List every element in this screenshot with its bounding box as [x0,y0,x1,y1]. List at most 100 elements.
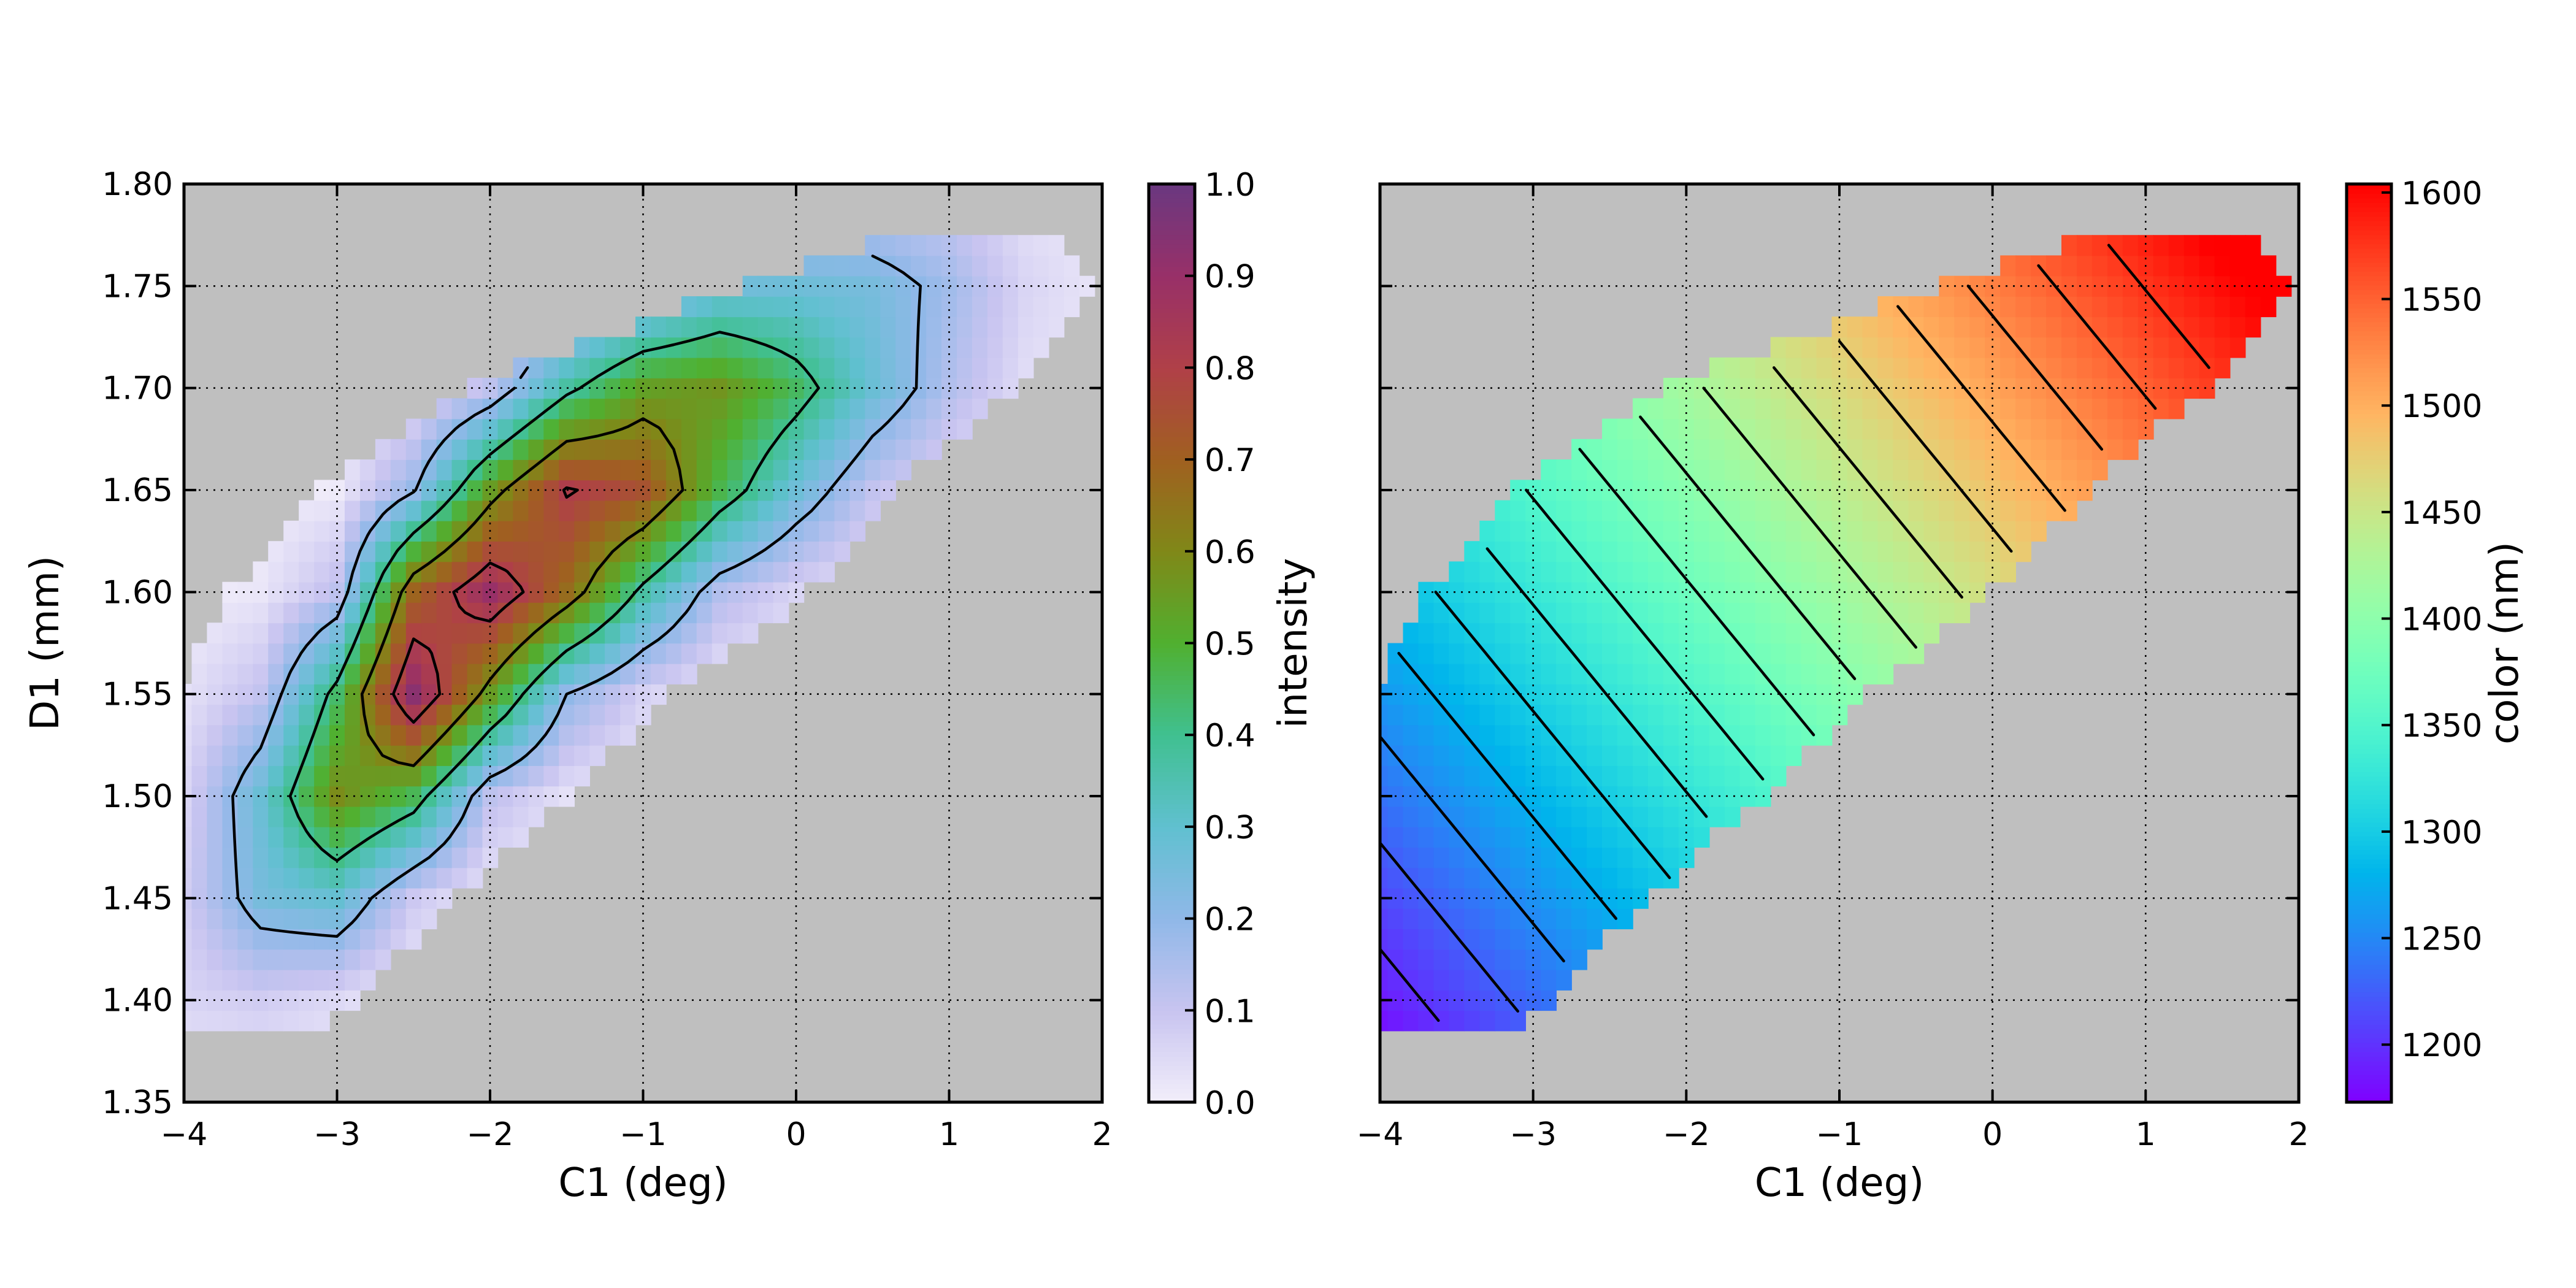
heatmap-cell [436,520,453,542]
colorbar-segment [2347,588,2391,593]
heatmap-cell [1954,500,1971,521]
heatmap-cell [1647,459,1664,481]
heatmap-cell [1495,929,1511,950]
heatmap-cell [1587,643,1603,664]
heatmap-cell [1403,724,1419,746]
heatmap-cell [1587,704,1603,726]
colorbar-segment [1149,560,1195,566]
heatmap-cell [865,398,881,420]
heatmap-cell [834,439,851,460]
heatmap-cell [1541,623,1557,644]
heatmap-cell [1418,826,1435,848]
heatmap-cell [1479,684,1496,705]
heatmap-cell [1923,520,1940,542]
heatmap-cell [1571,806,1587,827]
colorbar-segment [1149,689,1195,694]
colorbar-segment [1149,367,1195,373]
heatmap-cell [1785,745,1802,766]
heatmap-cell [1923,357,1940,378]
colorbar-segment [2347,381,2391,387]
heatmap-cell [589,500,605,521]
colorbar-segment [2347,1014,2391,1021]
heatmap-cell [773,418,789,440]
heatmap-cell [191,847,208,868]
heatmap-cell [1954,316,1971,338]
colorbar-segment [1149,1084,1195,1089]
colorbar-segment [1149,854,1195,860]
heatmap-cell [1770,541,1787,562]
colorbar-segment [1149,556,1195,561]
heatmap-cell [1755,602,1771,624]
heatmap-cell [253,623,269,644]
heatmap-cell [405,663,422,684]
colorbar-segment [2347,1033,2391,1038]
heatmap-cell [1923,296,1940,318]
heatmap-cell [1464,581,1481,603]
heatmap-cell [2183,296,2200,318]
heatmap-cell [513,398,529,420]
heatmap-cell [1571,704,1587,726]
heatmap-cell [1403,806,1419,827]
heatmap-cell [253,663,269,684]
heatmap-cell [1633,765,1649,787]
heatmap-cell [1739,500,1756,521]
heatmap-cell [635,663,651,684]
heatmap-cell [574,500,590,521]
heatmap-cell [1495,541,1511,562]
heatmap-cell [1709,439,1725,460]
colorbar-segment [1149,881,1195,887]
heatmap-cell [1785,357,1802,378]
heatmap-cell [497,806,514,827]
heatmap-cell [1801,418,1817,440]
colorbar-segment [2347,670,2391,676]
heatmap-cell [467,826,483,848]
heatmap-cell [2199,235,2215,256]
heatmap-cell [528,643,545,664]
heatmap-cell [1693,663,1710,684]
colorbar-segment [1149,202,1195,208]
heatmap-cell [345,724,361,746]
heatmap-cell [696,561,713,583]
heatmap-cell [1587,908,1603,930]
colorbar-segment [1149,652,1195,657]
heatmap-cell [1770,643,1787,664]
heatmap-cell [665,316,682,338]
heatmap-cell [957,235,973,256]
heatmap-cell [681,459,697,481]
heatmap-cell [574,357,590,378]
heatmap-cell [1556,561,1572,583]
colorbar-segment [1149,835,1195,841]
heatmap-cell [237,602,253,624]
colorbar-segment [1149,826,1195,832]
heatmap-cell [1495,724,1511,746]
colorbar-segment [2347,1029,2391,1034]
heatmap-cell [665,398,682,420]
heatmap-cell [1556,643,1572,664]
heatmap-cell [1433,643,1450,664]
heatmap-cell [1770,745,1787,766]
heatmap-cell [1525,561,1541,583]
colorbar-segment [2347,983,2391,988]
heatmap-cell [436,643,453,664]
colorbar-segment [1149,262,1195,267]
colorbar-segment [1149,505,1195,511]
heatmap-cell [2153,337,2169,358]
colorbar-segment [2347,693,2391,699]
heatmap-cell [711,398,728,420]
heatmap-cell [1678,745,1695,766]
heatmap-cell [299,581,315,603]
heatmap-cell [1602,602,1618,624]
colorbar-segment [2347,781,2391,786]
colorbar-segment [2347,1001,2391,1006]
colorbar-segment [2347,289,2391,295]
heatmap-cell [2199,316,2215,338]
heatmap-cell [207,1010,223,1032]
colorbar-segment [2347,386,2391,391]
heatmap-cell [314,581,330,603]
heatmap-cell [1418,867,1435,889]
heatmap-cell [1801,357,1817,378]
heatmap-cell [191,867,208,889]
x-tick-label: −4 [1357,1116,1404,1153]
heatmap-cell [314,887,330,909]
